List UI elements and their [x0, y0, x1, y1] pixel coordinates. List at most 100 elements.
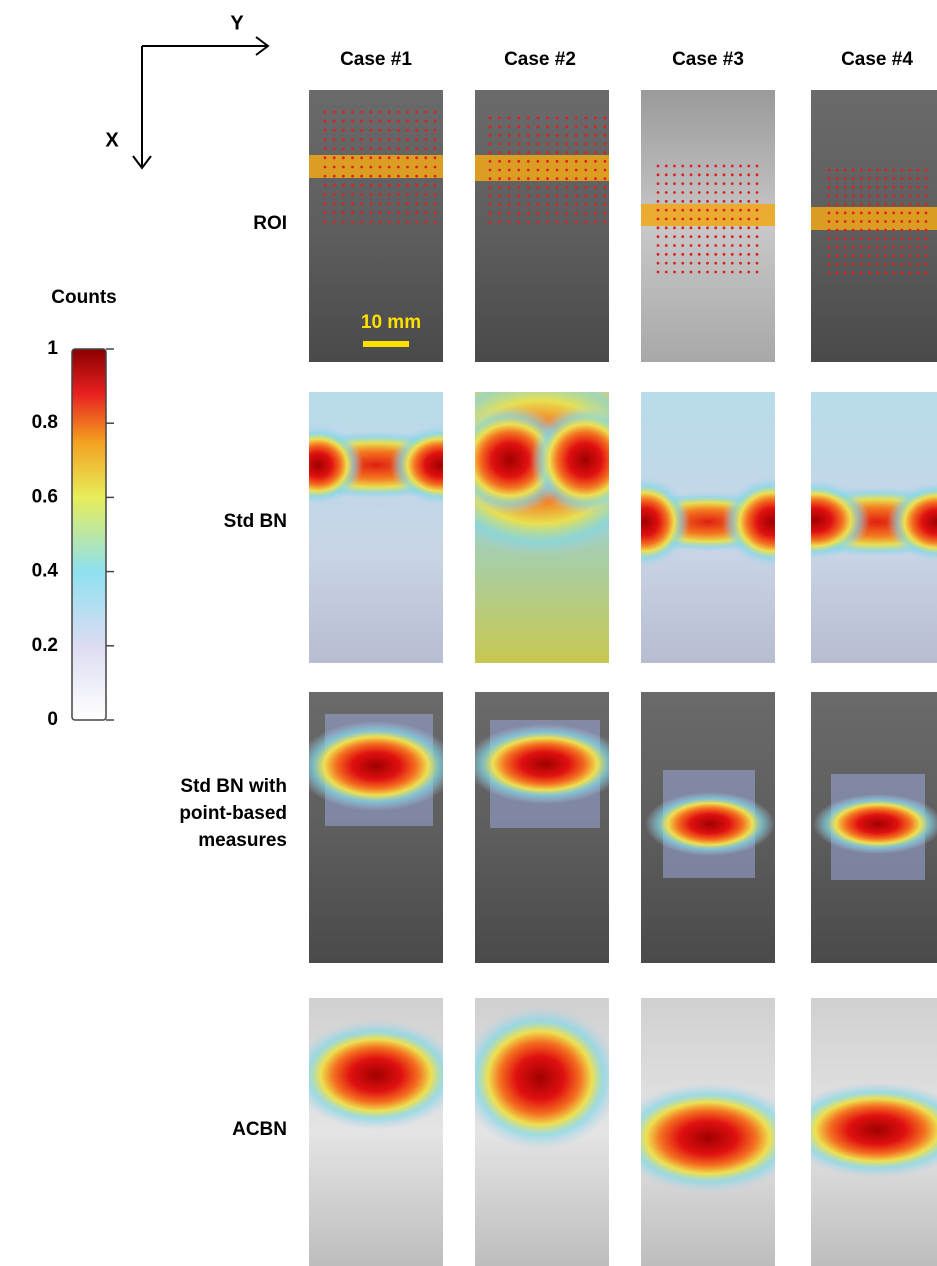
roi-point: [917, 229, 920, 232]
roi-point: [575, 169, 578, 172]
roi-point: [379, 120, 382, 123]
roi-point: [424, 111, 427, 114]
roi-point: [690, 244, 693, 247]
roi-point: [756, 191, 759, 194]
roi-point: [673, 262, 676, 265]
roi-point: [657, 191, 660, 194]
roi-point: [836, 203, 839, 206]
roi-point: [397, 166, 400, 169]
roi-point: [690, 253, 693, 256]
colorbar-tick-label: 0.6: [32, 486, 58, 507]
roi-point: [397, 156, 400, 159]
roi-point: [747, 182, 750, 185]
colorbar-title: Counts: [51, 287, 116, 308]
roi-point: [406, 221, 409, 224]
roi-point: [489, 143, 492, 146]
roi-point: [665, 218, 668, 221]
roi-point: [546, 195, 549, 198]
roi-point: [489, 212, 492, 215]
roi-point: [892, 272, 895, 275]
roi-point: [723, 262, 726, 265]
roi-point: [517, 221, 520, 224]
roi-point: [844, 203, 847, 206]
roi-point: [434, 184, 437, 187]
roi-point: [868, 203, 871, 206]
roi-point: [925, 212, 928, 215]
roi-point: [723, 209, 726, 212]
heat-blob: [760, 480, 870, 560]
roi-point: [604, 169, 607, 172]
roi-point: [925, 263, 928, 266]
roi-point: [424, 138, 427, 141]
roi-point: [565, 117, 568, 120]
roi-point: [604, 177, 607, 180]
roi-point: [844, 212, 847, 215]
roi-point: [756, 209, 759, 212]
row-label: ACBN: [232, 1119, 287, 1140]
roi-point: [537, 203, 540, 206]
roi-point: [908, 229, 911, 232]
image-panel: [291, 998, 461, 1266]
roi-point: [860, 237, 863, 240]
roi-band: [475, 155, 609, 181]
roi-point: [342, 202, 345, 205]
roi-point: [517, 203, 520, 206]
roi-point: [527, 125, 530, 128]
roi-point: [351, 120, 354, 123]
roi-point: [908, 212, 911, 215]
image-panel: [460, 998, 620, 1266]
roi-point: [731, 226, 734, 229]
roi-point: [690, 165, 693, 168]
roi-point: [868, 246, 871, 249]
roi-point: [415, 138, 418, 141]
roi-point: [424, 147, 427, 150]
roi-point: [360, 202, 363, 205]
roi-point: [681, 165, 684, 168]
roi-point: [351, 184, 354, 187]
roi-point: [876, 272, 879, 275]
roi-point: [489, 186, 492, 189]
roi-point: [594, 195, 597, 198]
roi-point: [388, 111, 391, 114]
roi-point: [747, 262, 750, 265]
roi-point: [594, 212, 597, 215]
colorbar-tick-label: 0.2: [32, 635, 58, 656]
roi-point: [508, 169, 511, 172]
roi-point: [546, 134, 549, 137]
roi-point: [868, 194, 871, 197]
roi-point: [844, 254, 847, 257]
heat-blob: [813, 794, 937, 854]
roi-point: [876, 229, 879, 232]
heat-blob: [460, 1006, 620, 1150]
roi-point: [900, 203, 903, 206]
roi-point: [388, 175, 391, 178]
roi-point: [537, 134, 540, 137]
roi-point: [908, 237, 911, 240]
roi-point: [537, 117, 540, 120]
roi-point: [706, 262, 709, 265]
roi-point: [836, 229, 839, 232]
roi-point: [747, 253, 750, 256]
roi-point: [739, 200, 742, 203]
roi-point: [415, 202, 418, 205]
roi-point: [584, 134, 587, 137]
roi-point: [333, 202, 336, 205]
roi-point: [527, 143, 530, 146]
roi-point: [415, 175, 418, 178]
roi-point: [860, 229, 863, 232]
roi-point: [351, 202, 354, 205]
roi-point: [388, 147, 391, 150]
roi-point: [424, 184, 427, 187]
roi-point: [836, 177, 839, 180]
roi-point: [673, 253, 676, 256]
roi-point: [508, 160, 511, 163]
roi-point: [665, 165, 668, 168]
roi-point: [565, 221, 568, 224]
roi-point: [828, 203, 831, 206]
roi-point: [739, 182, 742, 185]
roi-point: [565, 195, 568, 198]
roi-point: [434, 111, 437, 114]
roi-point: [584, 177, 587, 180]
roi-point: [537, 221, 540, 224]
roi-point: [388, 184, 391, 187]
